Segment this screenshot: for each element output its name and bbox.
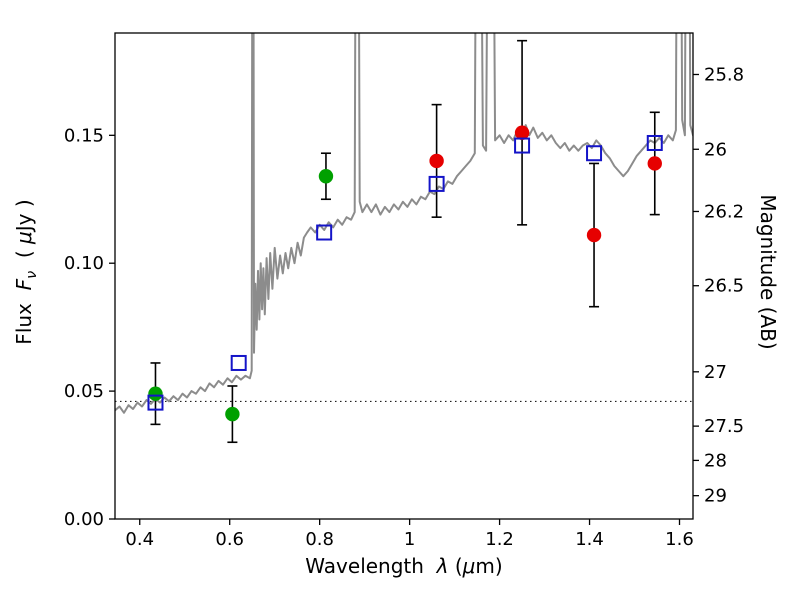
y-right-tick-label: 25.8 [704, 64, 744, 85]
observed-photometry-optical-point [318, 169, 334, 184]
observed-photometry-optical [148, 169, 334, 422]
x-tick-label: 1.6 [665, 529, 694, 550]
y-axis-left-ticks: 0.00 0.05 0.10 0.15 [64, 125, 115, 530]
y-left-tick-label: 0.00 [64, 509, 104, 530]
model-photometry-point [586, 145, 603, 162]
observed-photometry-infrared [429, 125, 662, 243]
flux-symbol: F [12, 278, 36, 291]
observed-photometry-infrared-point [586, 227, 602, 243]
y-axis-label-right: Magnitude (AB) [756, 194, 780, 349]
nu-subscript: ν [24, 270, 40, 279]
y-left-tick-label: 0.05 [64, 381, 104, 402]
model-photometry-point [428, 175, 445, 192]
model-photometry-point [646, 134, 663, 151]
x-tick-label: 0.6 [215, 529, 244, 550]
y-left-tick-label: 0.10 [64, 253, 104, 274]
plot-border [114, 32, 694, 520]
model-photometry-point [230, 354, 247, 371]
y-right-tick-label: 26.2 [704, 201, 744, 222]
y-right-tick-label: 29 [704, 486, 727, 507]
x-tick-label: 1.4 [575, 529, 604, 550]
model-photometry-point [514, 137, 531, 154]
y-axis-label-left: Flux Fν ( μJy ) [12, 199, 40, 345]
flux-label-text: Flux [12, 290, 36, 345]
x-tick-label: 0.8 [305, 529, 334, 550]
lambda-symbol: λ [436, 554, 449, 578]
model-photometry [147, 134, 663, 411]
magnitude-label-text: Magnitude (AB) [756, 194, 780, 350]
x-axis-label: Wavelength λ (μm) [305, 554, 503, 578]
y-right-tick-label: 26 [704, 139, 727, 160]
observed-photometry-infrared-point [647, 156, 662, 171]
y-right-tick-label: 27.5 [704, 416, 744, 437]
y-right-tick-label: 28 [704, 450, 727, 471]
observed-photometry-optical-point [148, 386, 163, 401]
x-axis-label-text: Wavelength [305, 554, 437, 578]
x-tick-label: 1.2 [485, 529, 514, 550]
mu-symbol: μ [12, 231, 36, 244]
y-axis-right-ticks: 25.8 26 26.2 26.5 27 27.5 28 29 [693, 64, 744, 507]
y-right-tick-label: 26.5 [704, 276, 744, 297]
model-photometry-point [316, 224, 333, 241]
x-axis-ticks: 0.4 0.6 0.8 1 1.2 1.4 1.6 [125, 519, 694, 550]
observed-photometry-infrared-point [429, 153, 444, 169]
x-tick-label: 1 [404, 529, 415, 550]
y-left-tick-label: 0.15 [64, 125, 104, 146]
y-right-tick-label: 27 [704, 362, 727, 383]
observed-photometry-optical-point [225, 406, 240, 422]
model-photometry-point [147, 394, 164, 411]
mu-symbol: μ [462, 554, 476, 578]
x-tick-label: 0.4 [125, 529, 154, 550]
observed-photometry-infrared-point [514, 125, 530, 140]
